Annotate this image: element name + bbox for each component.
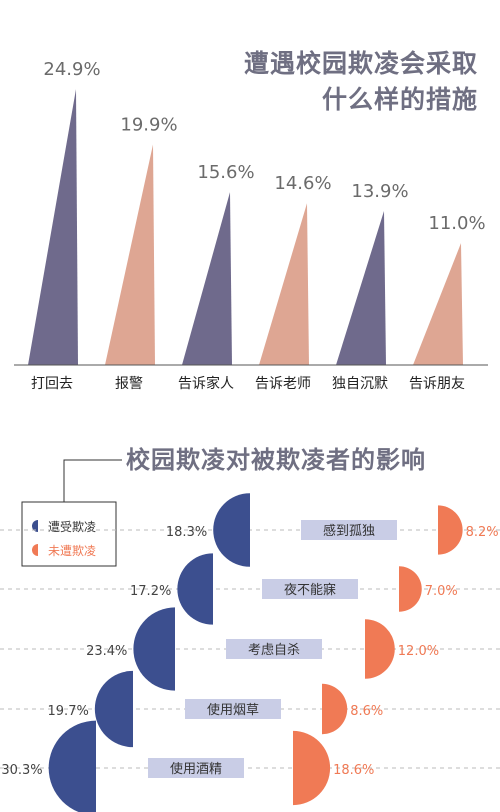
half-circle-not-bullied — [293, 730, 331, 806]
triangle-bar — [28, 89, 78, 365]
half-circle-not-bullied — [365, 619, 395, 679]
half-circle-bullied — [213, 493, 250, 567]
half-circle-bullied — [48, 720, 96, 812]
chart1-title-line1: 遭遇校园欺凌会采取 — [243, 49, 478, 78]
category-label: 报警 — [115, 376, 143, 392]
category-label: 使用烟草 — [207, 702, 259, 718]
triangle-bar — [413, 243, 463, 365]
bar-value-label: 13.9% — [351, 181, 408, 202]
half-circle-bullied — [177, 553, 213, 625]
value-label-bullied: 30.3% — [1, 763, 42, 778]
legend-swatch-bullied — [32, 520, 38, 532]
value-label-not-bullied: 18.6% — [333, 763, 374, 778]
chart2-title: 校园欺凌对被欺凌者的影响 — [126, 446, 426, 474]
value-label-not-bullied: 12.0% — [398, 644, 439, 659]
chart1-svg: 24.9% 打回去 19.9% 报警 15.6% 告诉家人 14.6% 告诉老师 13.9% 独自… — [14, 59, 488, 392]
value-label-not-bullied: 7.0% — [425, 584, 458, 599]
legend-box — [21, 501, 117, 567]
legend-connector — [63, 459, 122, 502]
value-label-bullied: 18.3% — [166, 525, 207, 540]
triangle-bar — [105, 144, 155, 365]
bar-value-label: 19.9% — [120, 115, 177, 136]
triangle-bar — [259, 203, 309, 365]
category-label: 考虑自杀 — [248, 643, 300, 658]
bar-value-label: 24.9% — [43, 59, 100, 80]
value-label-bullied: 17.2% — [130, 584, 171, 599]
bar-value-label: 15.6% — [197, 162, 254, 183]
half-circle-bullied — [133, 607, 175, 691]
value-label-not-bullied: 8.2% — [466, 525, 499, 540]
category-label: 打回去 — [31, 375, 73, 392]
legend-swatch-not-bullied — [32, 544, 38, 556]
category-label: 夜不能寐 — [284, 582, 336, 598]
bar-value-label: 14.6% — [274, 173, 331, 194]
half-circle-not-bullied — [438, 505, 463, 555]
category-label: 独自沉默 — [332, 376, 388, 392]
triangle-bar — [182, 192, 232, 365]
legend-label-not-bullied: 未遭欺凌 — [48, 544, 96, 558]
category-label-bg — [301, 520, 397, 540]
category-label: 告诉家人 — [178, 375, 234, 392]
chart1-title-line2: 什么样的措施 — [321, 85, 478, 114]
triangle-bar — [336, 210, 386, 365]
category-label-bg — [148, 758, 244, 778]
legend-label-bullied: 遭受欺凌 — [48, 520, 96, 534]
category-label: 感到孤独 — [323, 523, 375, 539]
category-label-bg — [262, 579, 358, 599]
half-circle-not-bullied — [322, 683, 348, 735]
bar-value-label: 11.0% — [428, 213, 485, 234]
half-circle-not-bullied — [399, 566, 422, 612]
value-label-bullied: 19.7% — [48, 704, 89, 719]
category-label-bg — [185, 699, 281, 719]
half-circle-bullied — [94, 670, 133, 748]
category-label: 告诉朋友 — [409, 376, 465, 392]
category-label: 使用酒精 — [170, 761, 222, 777]
value-label-bullied: 23.4% — [86, 644, 127, 659]
category-label: 告诉老师 — [255, 376, 311, 392]
category-label-bg — [226, 639, 322, 659]
value-label-not-bullied: 8.6% — [350, 704, 383, 719]
